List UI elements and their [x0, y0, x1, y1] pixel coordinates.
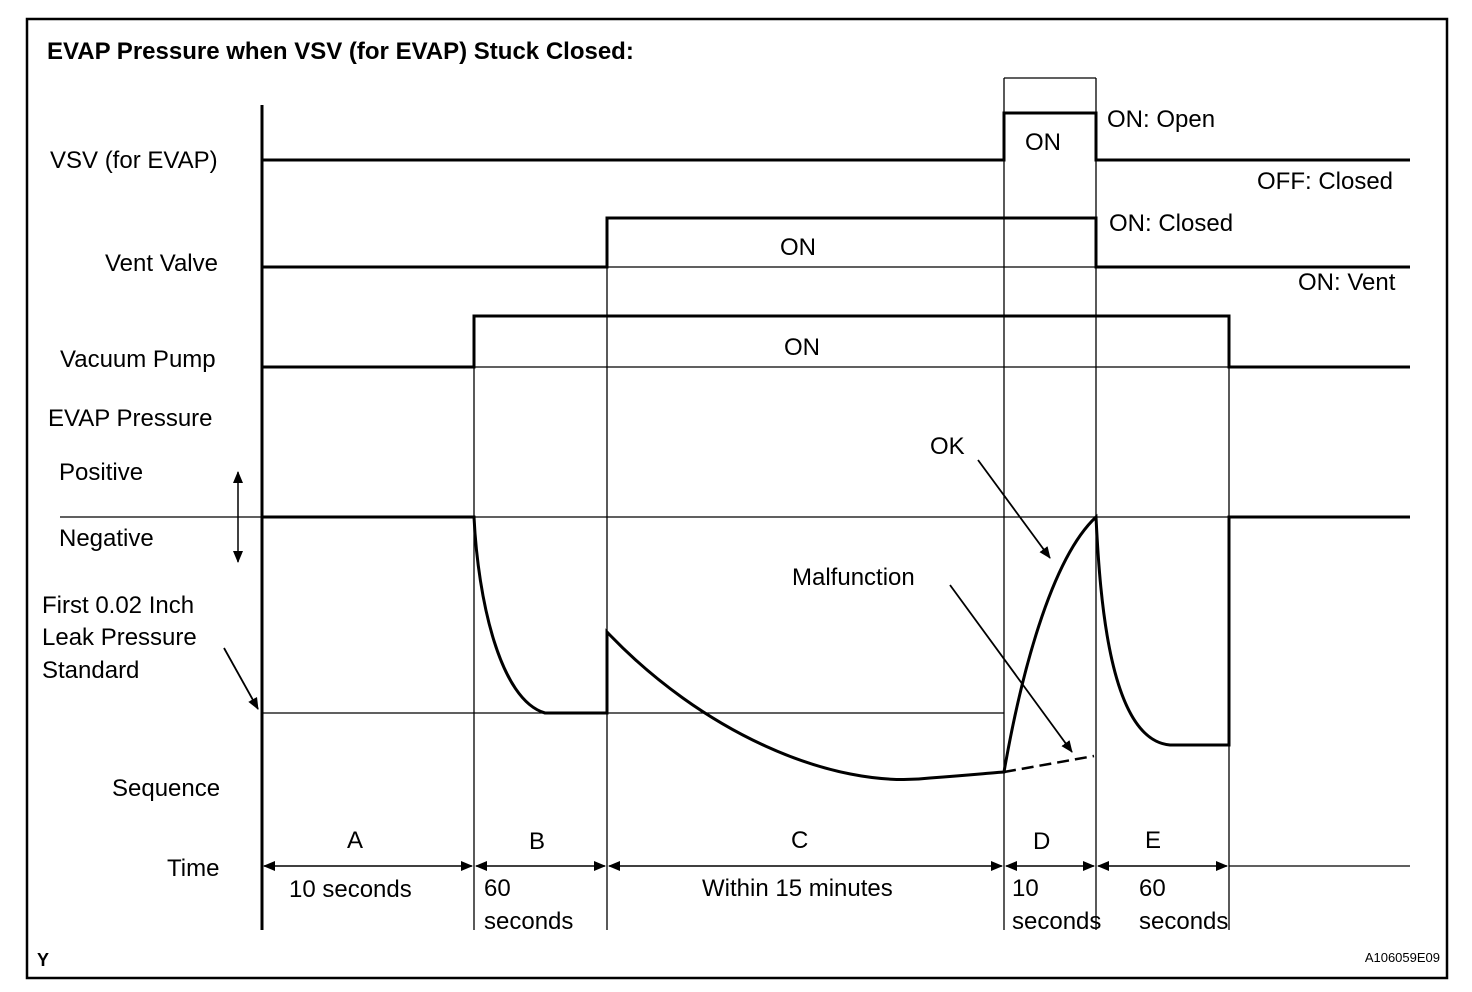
figure-frame — [25, 17, 1449, 980]
diagram-title: EVAP Pressure when VSV (for EVAP) Stuck … — [47, 38, 634, 65]
vsv-on-state: ON: Open — [1107, 106, 1215, 133]
label-sequence: Sequence — [112, 775, 220, 802]
label-vsv: VSV (for EVAP) — [50, 147, 218, 174]
vent-off-state: ON: Vent — [1298, 269, 1396, 296]
vsv-waveform — [262, 111, 1410, 162]
label-leak-standard-1: First 0.02 Inch — [42, 592, 194, 619]
label-vent-valve: Vent Valve — [105, 250, 218, 277]
time-c-line1: Within 15 minutes — [702, 875, 893, 902]
figure-id: A106059E09 — [1365, 950, 1440, 965]
sequence-d: D — [1033, 828, 1050, 855]
time-d-line2: seconds — [1012, 908, 1101, 935]
time-dividers — [473, 77, 1230, 930]
sequence-b: B — [529, 828, 545, 855]
label-time: Time — [167, 855, 219, 882]
label-negative: Negative — [59, 525, 154, 552]
time-b-line2: seconds — [484, 908, 573, 935]
ok-annotation: OK — [930, 433, 965, 460]
vsv-off-state: OFF: Closed — [1257, 168, 1393, 195]
vent-on-label: ON — [780, 234, 816, 261]
malfunction-pointer-arrow — [949, 584, 1073, 753]
label-vacuum-pump: Vacuum Pump — [60, 346, 216, 373]
time-a-line1: 10 seconds — [289, 876, 412, 903]
time-b-line1: 60 — [484, 875, 511, 902]
vacuum-pump-waveform — [262, 314, 1410, 369]
malfunction-annotation: Malfunction — [792, 564, 915, 591]
vent-valve-waveform — [262, 216, 1410, 269]
ok-pointer-arrow — [977, 459, 1051, 559]
time-e-line1: 60 — [1139, 875, 1166, 902]
label-leak-standard-3: Standard — [42, 657, 139, 684]
evap-pressure-curve — [262, 513, 1410, 781]
leak-standard-pointer-arrow — [223, 647, 259, 710]
time-e-line2: seconds — [1139, 908, 1228, 935]
label-evap-pressure: EVAP Pressure — [48, 405, 213, 432]
time-d-line1: 10 — [1012, 875, 1039, 902]
label-leak-standard-2: Leak Pressure — [42, 624, 197, 651]
vsv-on-label: ON — [1025, 129, 1061, 156]
malfunction-dashed-curve — [1003, 754, 1095, 774]
sequence-e: E — [1145, 827, 1161, 854]
sequence-a: A — [347, 827, 363, 854]
pump-on-label: ON — [784, 334, 820, 361]
sequence-c: C — [791, 827, 808, 854]
vent-on-state: ON: Closed — [1109, 210, 1233, 237]
label-positive: Positive — [59, 459, 143, 486]
corner-mark: Y — [37, 950, 49, 970]
